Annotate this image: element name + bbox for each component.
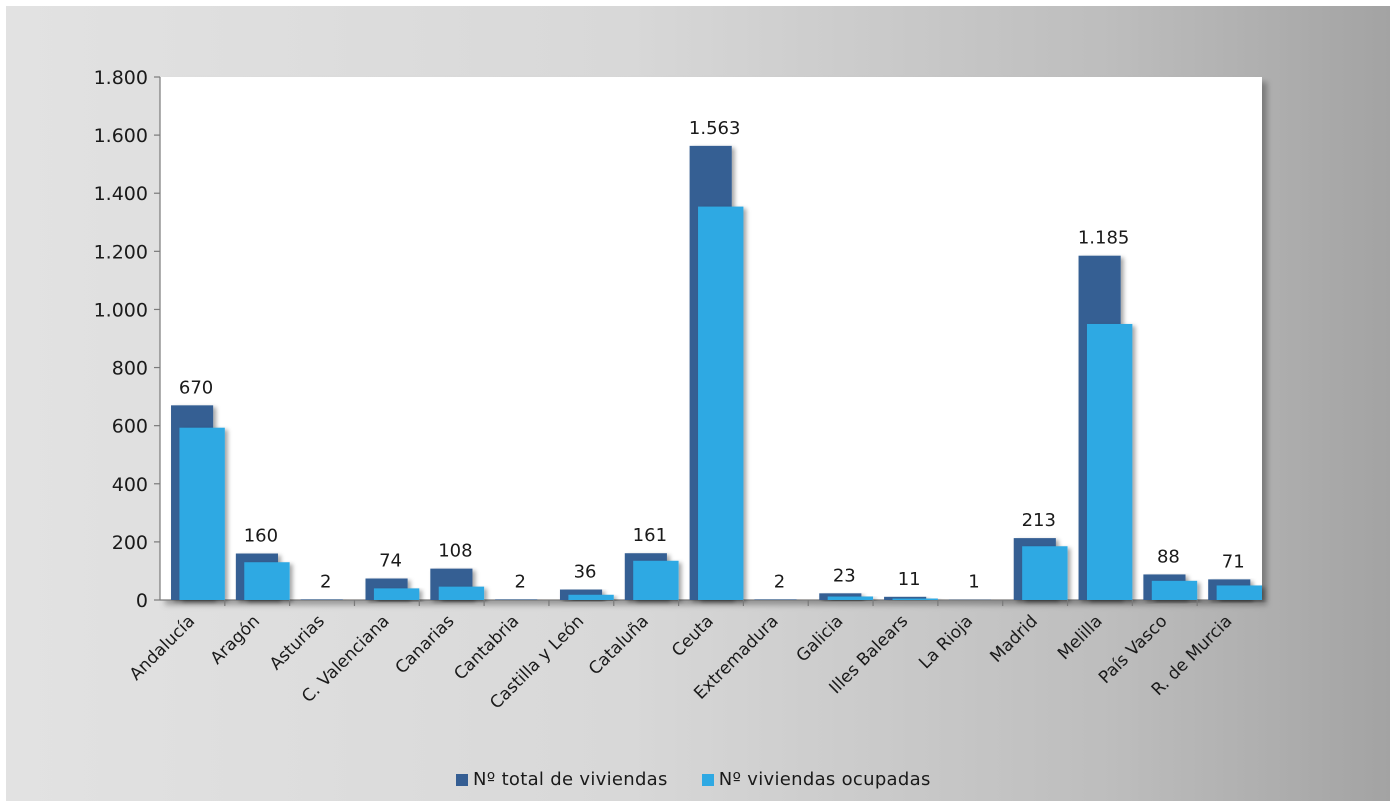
- x-category-label: Melilla: [1054, 611, 1107, 664]
- y-tick-label: 1.400: [94, 183, 148, 205]
- data-label-total: 88: [1157, 546, 1180, 567]
- legend-item-ocupadas: Nº viviendas ocupadas: [701, 769, 931, 790]
- data-label-total: 670: [179, 377, 213, 398]
- x-category-label: Madrid: [986, 611, 1041, 666]
- bar-total: [300, 599, 343, 600]
- y-tick-label: 600: [112, 416, 148, 438]
- legend-label-total: Nº total de viviendas: [473, 769, 668, 790]
- data-label-total: 2: [514, 571, 525, 592]
- bar-ocupadas: [438, 586, 485, 600]
- y-tick-label: 800: [112, 358, 148, 380]
- bar-ocupadas: [244, 562, 290, 600]
- bar-ocupadas: [1151, 580, 1198, 600]
- y-tick-label: 1.000: [94, 299, 148, 321]
- legend-item-total: Nº total de viviendas: [456, 769, 668, 790]
- bar-total: [884, 596, 927, 600]
- y-tick-label: 1.800: [94, 67, 148, 89]
- data-label-total: 71: [1222, 551, 1245, 572]
- y-axis-ticks: 0 200 400 600 800 1.000 1.200 1.400 1.600 1.800: [94, 67, 160, 612]
- data-label-total: 213: [1022, 510, 1056, 531]
- bar-ocupadas: [373, 588, 420, 600]
- x-category-label: Asturias: [266, 611, 329, 674]
- bar-ocupadas: [568, 594, 614, 600]
- data-label-total: 1.563: [689, 118, 741, 139]
- x-category-label: Ceuta: [668, 611, 718, 661]
- x-category-label: Canarias: [392, 611, 459, 678]
- y-tick-label: 0: [136, 590, 148, 612]
- legend-swatch-ocupadas: [701, 773, 714, 786]
- data-label-total: 1.185: [1078, 228, 1130, 249]
- data-label-total: 74: [379, 550, 402, 571]
- y-tick-label: 400: [112, 474, 148, 496]
- data-label-total: 2: [320, 571, 331, 592]
- bar-chart: 0 200 400 600 800 1.000 1.200 1.400 1.600 1.800 6…: [94, 67, 1262, 713]
- x-category-label: Cataluña: [585, 611, 653, 679]
- y-tick-label: 200: [112, 532, 148, 554]
- data-label-total: 1: [968, 572, 979, 593]
- bar-total: [754, 599, 797, 600]
- legend-swatch-total: [456, 773, 468, 786]
- legend: Nº total de viviendas Nº viviendas ocupa…: [456, 769, 931, 790]
- x-category-label: La Rioja: [915, 611, 977, 673]
- data-label-total: 36: [574, 562, 597, 583]
- y-tick-label: 1.600: [94, 125, 148, 147]
- data-label-total: 2: [774, 571, 785, 592]
- bar-ocupadas: [633, 560, 679, 600]
- x-category-label: Aragón: [207, 611, 264, 668]
- chart-frame: 0 200 400 600 800 1.000 1.200 1.400 1.600 1.800 6…: [6, 6, 1390, 801]
- x-category-label: Galicia: [793, 611, 848, 666]
- bar-ocupadas: [698, 206, 744, 601]
- x-category-label: Andalucía: [126, 611, 199, 684]
- bar-ocupadas: [1216, 585, 1262, 600]
- data-label-total: 11: [898, 569, 921, 590]
- data-label-total: 161: [633, 525, 667, 546]
- y-tick-label: 1.200: [94, 241, 148, 263]
- data-label-total: 108: [438, 541, 472, 562]
- bar-ocupadas: [1086, 323, 1133, 600]
- bar-ocupadas: [1022, 546, 1068, 600]
- bar-series-group: [171, 145, 1262, 601]
- bar-ocupadas: [827, 596, 874, 600]
- data-label-total: 23: [833, 565, 856, 586]
- bar-ocupadas: [179, 427, 225, 600]
- bar-ocupadas: [892, 598, 938, 600]
- data-label-total: 160: [244, 526, 278, 547]
- legend-label-ocupadas: Nº viviendas ocupadas: [718, 769, 931, 790]
- bar-total: [495, 599, 538, 600]
